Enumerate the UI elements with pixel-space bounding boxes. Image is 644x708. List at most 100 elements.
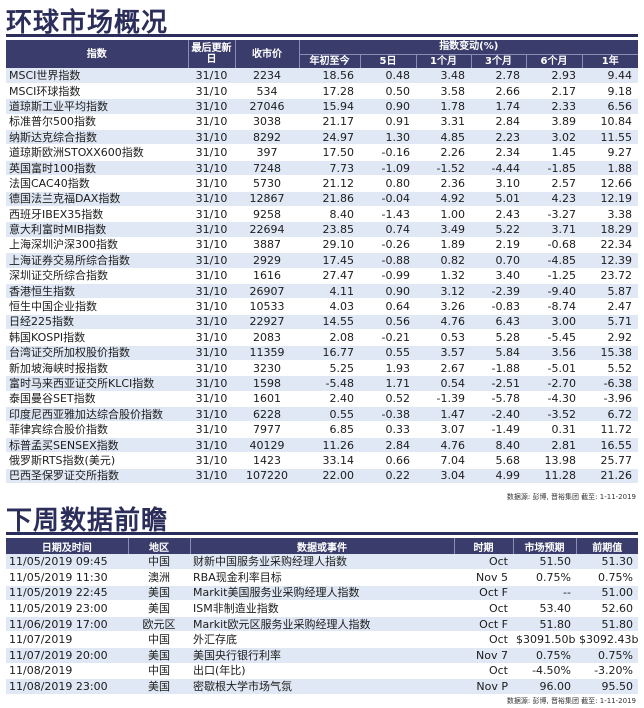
close-price-cell: 1616 — [235, 268, 299, 284]
header-index: 指数 — [6, 40, 188, 68]
event-region-cell: 美国 — [128, 678, 190, 695]
close-price-cell: 5730 — [235, 175, 299, 192]
ytd-change-cell: -5.48 — [299, 375, 360, 392]
market-row: 意大利富时MIB指数 31/10 22694 23.85 0.74 3.49 5.22 3.7… — [6, 221, 639, 238]
ytd-change-cell: 17.45 — [299, 252, 360, 269]
change-3m-cell: 5.28 — [471, 329, 526, 346]
change-1y-cell: 21.26 — [582, 468, 639, 485]
event-name-cell: 财新中国服务业采购经理人指数 — [190, 554, 454, 571]
calendar-row: 11/05/2019 11:30 澳洲 RBA现金利率目标 Nov 5 0.75% 0.7… — [6, 569, 638, 586]
close-price-cell: 2234 — [235, 68, 299, 84]
event-datetime-cell: 11/05/2019 23:00 — [6, 600, 128, 617]
event-region-cell: 美国 — [128, 600, 190, 617]
index-name-cell: 道琼斯欧洲STOXX600指数 — [6, 144, 188, 161]
change-1m-cell: 1.00 — [416, 206, 471, 223]
change-6m-cell: -9.40 — [526, 283, 582, 300]
ytd-change-cell: 17.50 — [299, 144, 360, 161]
header-period: 时期 — [453, 538, 513, 554]
ytd-change-cell: 4.11 — [299, 283, 360, 300]
last-update-cell: 31/10 — [188, 160, 235, 177]
market-row: 西班牙IBEX35指数 31/10 9258 8.40 -1.43 1.00 2.43 -3.… — [6, 206, 639, 223]
change-1m-cell: 3.57 — [416, 345, 471, 361]
change-5d-cell: 0.22 — [360, 468, 416, 485]
close-price-cell: 397 — [235, 144, 299, 161]
header-3m: 3个月 — [470, 54, 526, 68]
market-row: 道琼斯欧洲STOXX600指数 31/10 397 17.50 -0.16 2.26 2.3… — [6, 144, 639, 161]
change-5d-cell: -0.99 — [360, 268, 416, 284]
calendar-row: 11/07/2019 20:00 美国 美国央行银行利率 Nov 7 0.75% 0.75… — [6, 647, 638, 664]
close-price-cell: 6228 — [235, 406, 299, 423]
market-row: 深圳证交所综合指数 31/10 1616 27.47 -0.99 1.32 3.40 -1.2… — [6, 268, 639, 284]
event-previous-cell: 52.60 — [576, 600, 638, 617]
event-region-cell: 中国 — [128, 663, 190, 680]
calendar-row: 11/05/2019 09:45 中国 财新中国服务业采购经理人指数 Oct 51.50… — [6, 554, 638, 571]
index-name-cell: 菲律宾综合股价指数 — [6, 421, 188, 438]
market-row: 富时马来西亚证交所KLCI指数 31/10 1598 -5.48 1.71 0.54 -2.… — [6, 375, 639, 392]
index-name-cell: 德国法兰克福DAX指数 — [6, 191, 188, 208]
event-name-cell: 外汇存底 — [190, 631, 454, 649]
change-1y-cell: 11.55 — [582, 129, 639, 146]
ytd-change-cell: 0.55 — [299, 406, 360, 423]
index-name-cell: 韩国KOSPI指数 — [6, 329, 188, 346]
change-3m-cell: 5.68 — [471, 452, 526, 469]
event-forecast-cell: 0.75% — [513, 647, 576, 664]
market-row: 香港恒生指数 31/10 26907 4.11 0.90 3.12 -2.39 -9.40 5.… — [6, 283, 639, 300]
market-row: 上海证券交易所综合指数 31/10 2929 17.45 -0.88 0.82 0.70 -4… — [6, 252, 639, 269]
event-datetime-cell: 11/05/2019 11:30 — [6, 569, 128, 586]
last-update-cell: 31/10 — [188, 421, 235, 438]
header-region: 地区 — [127, 538, 190, 554]
change-6m-cell: 3.71 — [526, 221, 582, 238]
close-price-cell: 27046 — [235, 98, 299, 115]
calendar-row: 11/07/2019 中国 外汇存底 Oct $3091.50b $3092.43b — [6, 631, 638, 649]
close-price-cell: 11359 — [235, 345, 299, 361]
market-row: 俄罗斯RTS指数(美元) 31/10 1423 33.14 0.66 7.04 5.68 13… — [6, 452, 639, 469]
ytd-change-cell: 29.10 — [299, 237, 360, 254]
change-3m-cell: -0.83 — [471, 298, 526, 315]
last-update-cell: 31/10 — [188, 252, 235, 269]
last-update-cell: 31/10 — [188, 468, 235, 485]
change-1m-cell: 3.48 — [416, 68, 471, 84]
index-name-cell: 上海深圳沪深300指数 — [6, 237, 188, 254]
last-update-cell: 31/10 — [188, 314, 235, 331]
change-3m-cell: 8.40 — [471, 437, 526, 454]
last-update-cell: 31/10 — [188, 329, 235, 346]
ytd-change-cell: 4.03 — [299, 298, 360, 315]
close-price-cell: 26907 — [235, 283, 299, 300]
market-row: MSCI世界指数 31/10 2234 18.56 0.48 3.48 2.78 2.93 9.… — [6, 68, 639, 84]
last-update-cell: 31/10 — [188, 114, 235, 131]
change-6m-cell: 2.33 — [526, 98, 582, 115]
change-1m-cell: -1.39 — [416, 391, 471, 408]
market-row: 标普孟买SENSEX指数 31/10 40129 11.26 2.84 4.76 8.40 2… — [6, 437, 639, 454]
close-price-cell: 7248 — [235, 160, 299, 177]
header-previous: 前期值 — [575, 538, 638, 554]
event-previous-cell: 51.80 — [576, 616, 638, 633]
calendar-title-rule — [6, 532, 638, 535]
change-1y-cell: 5.71 — [582, 314, 639, 331]
event-period-cell: Nov P — [454, 678, 513, 695]
change-6m-cell: 3.02 — [526, 129, 582, 146]
markets-title: 环球市场概况 — [6, 8, 169, 38]
change-1m-cell: 3.04 — [416, 468, 471, 485]
change-5d-cell: -0.26 — [360, 237, 416, 254]
last-update-cell: 31/10 — [188, 206, 235, 223]
last-update-cell: 31/10 — [188, 68, 235, 84]
change-3m-cell: 5.84 — [471, 345, 526, 361]
index-name-cell: MSCI世界指数 — [6, 68, 188, 84]
change-6m-cell: 0.31 — [526, 421, 582, 438]
change-5d-cell: -0.04 — [360, 191, 416, 208]
ytd-change-cell: 5.25 — [299, 360, 360, 377]
change-5d-cell: 0.74 — [360, 221, 416, 238]
change-1y-cell: 2.92 — [582, 329, 639, 346]
close-price-cell: 3230 — [235, 360, 299, 377]
change-6m-cell: 2.57 — [526, 175, 582, 192]
change-1m-cell: 4.92 — [416, 191, 471, 208]
last-update-cell: 31/10 — [188, 144, 235, 161]
close-price-cell: 40129 — [235, 437, 299, 454]
markets-title-rule — [6, 34, 638, 37]
change-3m-cell: 2.43 — [471, 206, 526, 223]
change-3m-cell: 3.40 — [471, 268, 526, 284]
index-name-cell: MSCI环球指数 — [6, 83, 188, 100]
last-update-cell: 31/10 — [188, 129, 235, 146]
markets-table: 指数 最后更新日 收市价 指数变动(%) 年初至今 5日 1个月 3个月 6个月… — [6, 40, 639, 485]
close-price-cell: 22927 — [235, 314, 299, 331]
